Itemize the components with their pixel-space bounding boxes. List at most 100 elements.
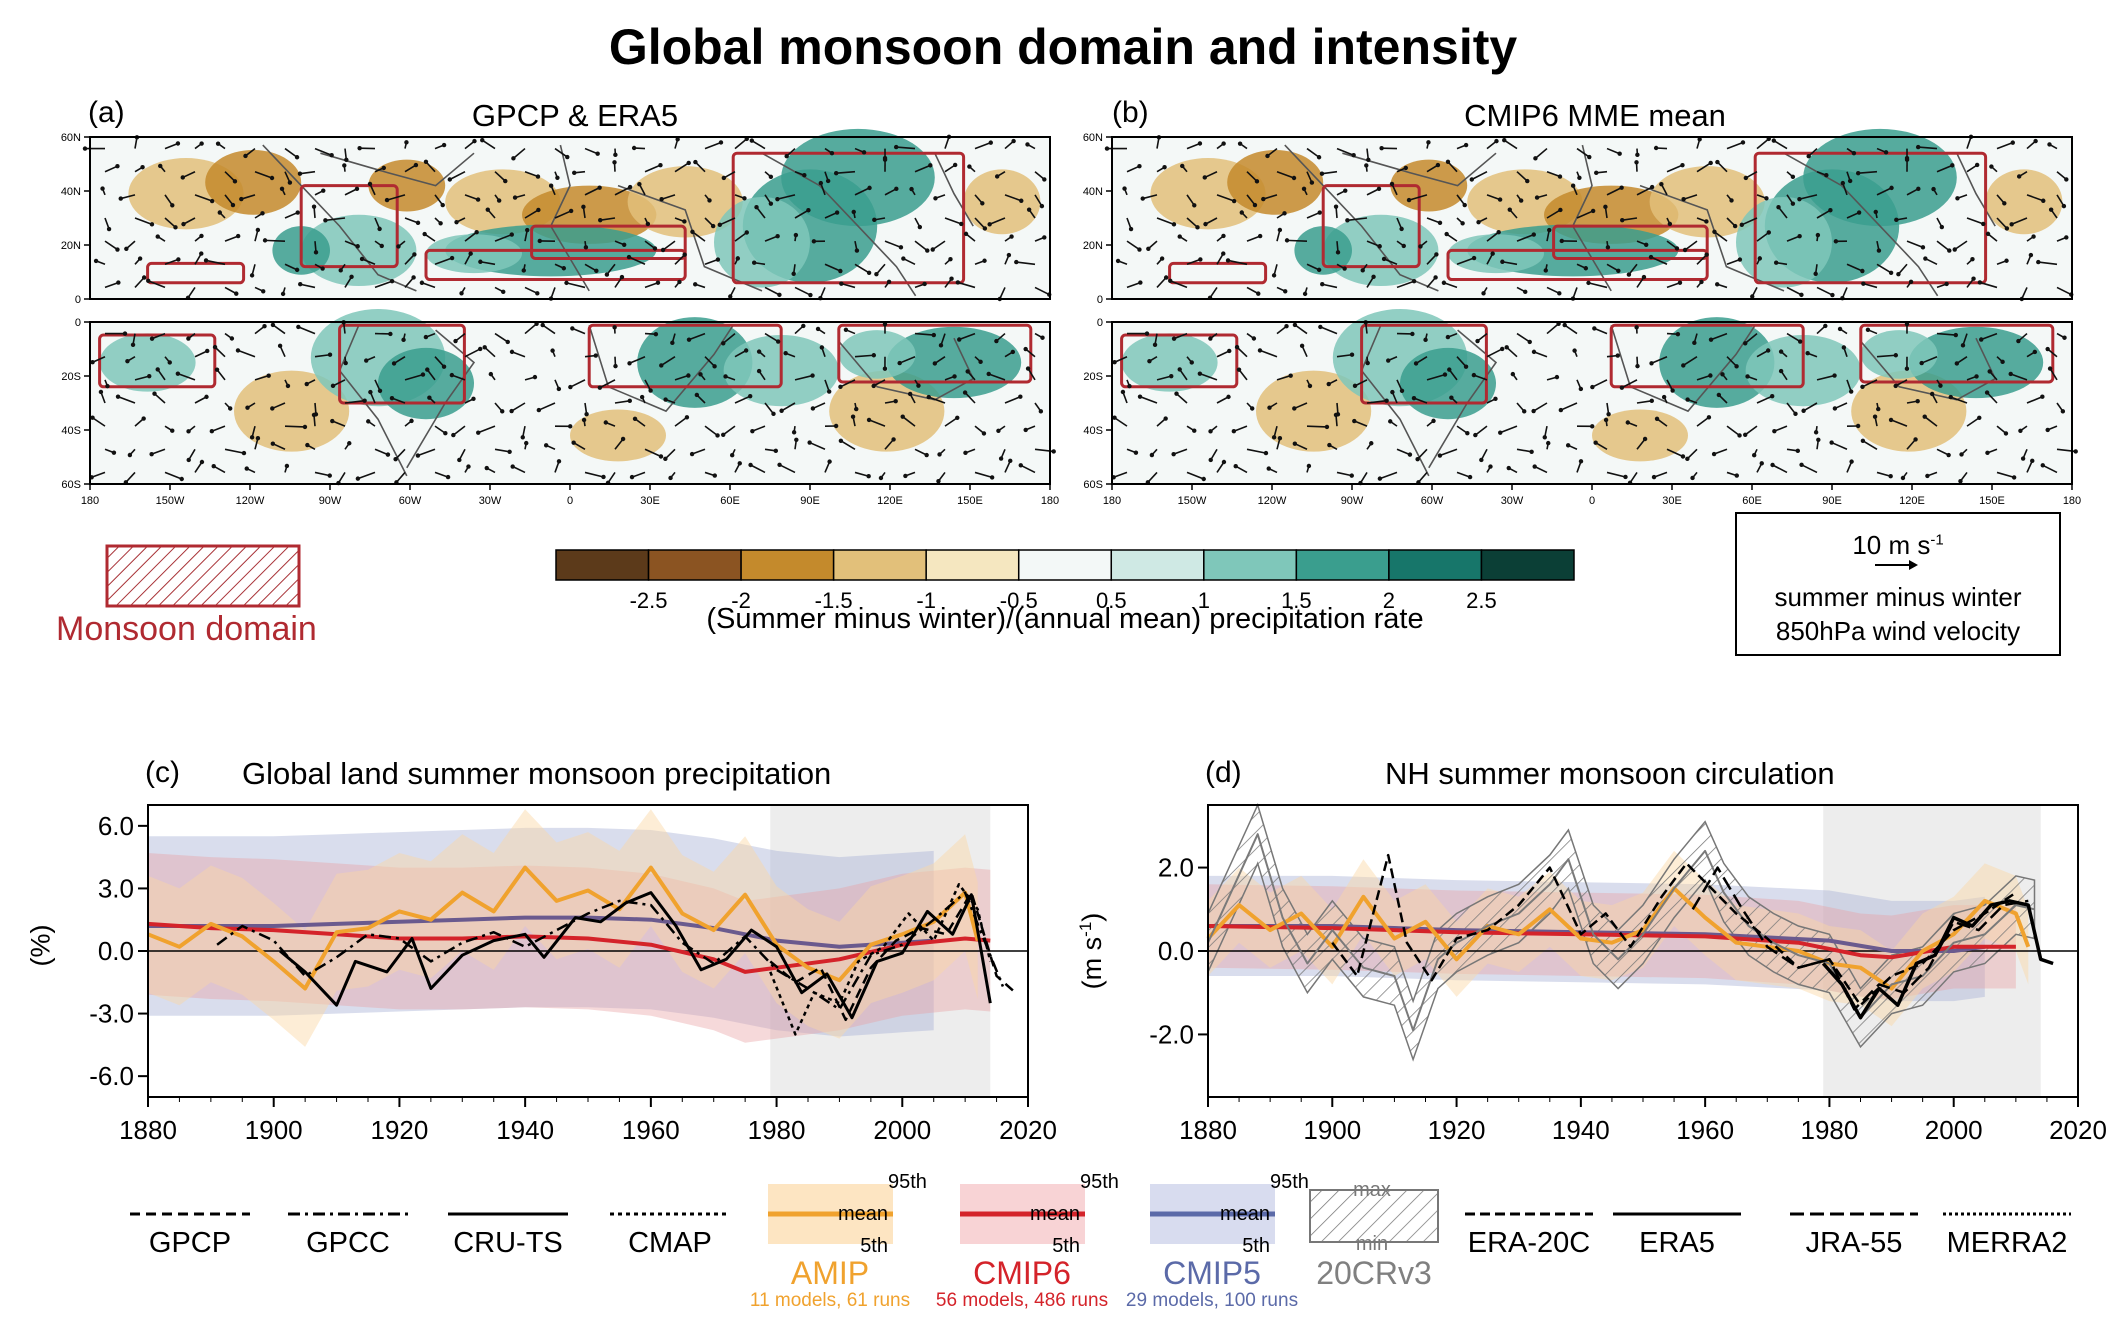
panel-a-sh-wind-vector	[542, 324, 556, 335]
panel-a-sh-wind-vector	[151, 448, 166, 455]
legend-mean-label: mean	[1030, 1203, 1080, 1225]
panel-a-nh-wind-vector	[134, 217, 153, 226]
panel-b-nh-wind-vector-head	[1989, 164, 1994, 169]
panel-b-sh-wind-vector-head	[1805, 350, 1810, 356]
panel-a-sh-wind-vector	[660, 356, 676, 367]
panel-b-sh-wind-vector-head	[1832, 406, 1838, 411]
panel-b-nh-wind-vector	[1534, 147, 1548, 159]
panel-a-nh-wind-vector-head	[612, 160, 617, 165]
panel-b-sh-wind-vector-head	[1197, 371, 1203, 376]
panel-a-sh-wind-vector-head	[507, 449, 512, 455]
panel-a-sh-wind-vector-head	[819, 345, 825, 350]
panel-b-sh-wind-vector-head	[1893, 383, 1898, 389]
panel-b-nh-wind-vector-head	[1463, 142, 1469, 148]
panel-b-sh-wind-vector-head	[1904, 321, 1910, 327]
panel-d-series-20crv3	[1207, 833, 2035, 1032]
panel-a-sh-wind-vector-head	[445, 474, 451, 480]
panel-a-sh-wind-vector-head	[854, 406, 859, 412]
panel-b-nh-wind-vector	[1588, 282, 1608, 289]
colorbar-segment-6	[1110, 549, 1205, 581]
panel-a-sh-wind-vector-head	[205, 348, 210, 354]
panel-b-nh-wind-vector-head	[2041, 198, 2046, 203]
panel-b-nh-wind-vector-head	[1603, 204, 1608, 210]
panel-a-nh-wind-vector	[325, 217, 346, 222]
panel-a-sh-wind-vector-head	[584, 411, 589, 417]
panel-b-nh-wind-vector-head	[1806, 154, 1811, 159]
panel-b-sh-wind-vector-head	[1531, 408, 1536, 414]
panel-b-sh-wind-vector	[1413, 397, 1428, 404]
panel-b-nh-wind-vector	[2038, 261, 2058, 266]
panel-b-sh-wind-vector-head	[1734, 473, 1739, 478]
panel-b-nh-wind-vector-head	[1426, 140, 1431, 145]
panel-a-sh-wind-vector-head	[453, 338, 458, 344]
panel-b-sh-wind-vector-head	[1716, 392, 1722, 398]
panel-b-sh-wind-vector-head	[1680, 454, 1686, 459]
panel-a-sh-wind-vector-head	[986, 371, 991, 377]
panel-b-nh-wind-vector-head	[1697, 137, 1702, 142]
panel-a-sh-wind-vector-head	[229, 336, 235, 341]
panel-b-nh-wind-vector-head	[1237, 141, 1243, 146]
panel-a-sh-wind-vector-head	[167, 360, 172, 365]
panel-a-sh-wind-vector-head	[684, 415, 690, 420]
panel-b-nh-wind-vector-head	[1641, 274, 1647, 280]
panel-b-sh-wind-vector-head	[1795, 448, 1801, 454]
panel-c-x-tick-label: 1960	[622, 1115, 680, 1145]
panel-a-sh-wind-vector	[164, 471, 183, 480]
panel-a-nh-wind-vector-head	[404, 140, 409, 145]
panel-b-lon-label: 30E	[1662, 495, 1682, 507]
panel-a-sh-wind-vector-head	[98, 389, 104, 395]
panel-b-sh-wind-vector-head	[1208, 336, 1213, 341]
panel-a-nh-wind-vector-head	[754, 204, 759, 210]
panel-a-nh-wind-vector	[704, 258, 719, 266]
panel-b-nh-wind-vector-head	[1715, 159, 1720, 165]
panel-a-nh-wind-vector-head	[784, 154, 789, 159]
panel-b-sh-wind-vector	[1862, 440, 1878, 450]
panel-b-nh-wind-vector-head	[1750, 294, 1755, 299]
panel-a-sh-wind-vector-head	[524, 440, 529, 446]
panel-b-sh-wind-vector-head	[1562, 322, 1567, 328]
panel-a-sh-wind-vector-head	[451, 432, 456, 438]
panel-b-lon-label: 150W	[1178, 495, 1207, 507]
colorbar-segment-5	[1017, 549, 1113, 581]
panel-b-nh-wind-vector-head	[1411, 279, 1417, 284]
panel-b-sh-lat-label: 40S	[1083, 425, 1103, 437]
panel-a-sh-wind-vector-head	[603, 420, 609, 425]
panel-a-sh-wind-vector	[512, 465, 526, 474]
panel-b-sh-wind-vector-head	[1349, 352, 1355, 357]
panel-a-sh-wind-vector-head	[330, 418, 335, 424]
panel-a-nh-wind-vector-head	[384, 197, 390, 203]
panel-a-sh-lat-label: 60S	[61, 479, 81, 491]
panel-b-sh-wind-vector-head	[1960, 343, 1966, 348]
panel-a-sh-wind-vector	[674, 416, 688, 427]
panel-b-nh-wind-vector-head	[1649, 184, 1655, 190]
panel-a-sh-wind-vector-head	[900, 414, 905, 419]
panel-a-nh-wind-vector	[404, 217, 419, 224]
panel-b-sh-wind-vector-head	[2060, 409, 2066, 414]
panel-b-nh-wind-vector-head	[1855, 170, 1861, 176]
panel-a-sh-wind-vector-head	[415, 453, 421, 458]
panel-b-nh-wind-vector	[1336, 147, 1354, 156]
panel-a-nh-wind-vector-head	[861, 150, 867, 155]
panel-b-nh-wind-vector	[1546, 170, 1561, 178]
panel-a-sh-wind-vector	[722, 332, 736, 344]
panel-b-sh-wind-vector-head	[1948, 394, 1953, 400]
panel-b-sh-wind-vector	[1306, 425, 1327, 428]
panel-a-nh-wind-vector-head	[583, 245, 589, 250]
panel-a-nh-wind-vector	[164, 217, 177, 228]
panel-b-nh-wind-vector	[1471, 171, 1488, 181]
panel-b-sh-wind-vector	[1173, 332, 1188, 340]
colorbar-segment-4	[925, 549, 1020, 581]
panel-a-sh-wind-vector-head	[807, 440, 812, 445]
panel-b-sh-wind-vector-head	[1745, 374, 1750, 379]
panel-b-sh-wind-vector-head	[2047, 366, 2053, 371]
panel-b-sh-wind-vector-head	[1565, 443, 1571, 448]
panel-a-sh-wind-vector	[434, 356, 445, 368]
panel-b-nh-wind-vector-head	[1399, 226, 1404, 232]
panel-b-nh-wind-vector-head	[1291, 175, 1297, 181]
panel-b-sh-wind-vector	[1986, 392, 1998, 404]
panel-a-nh-wind-vector-head	[658, 162, 663, 168]
panel-a-sh-wind-vector-head	[891, 437, 896, 442]
panel-a-nh-wind-vector-head	[478, 259, 483, 264]
panel-a-nh-coastline-1	[320, 152, 475, 187]
panel-b-nh-wind-vector-head	[1389, 181, 1395, 187]
